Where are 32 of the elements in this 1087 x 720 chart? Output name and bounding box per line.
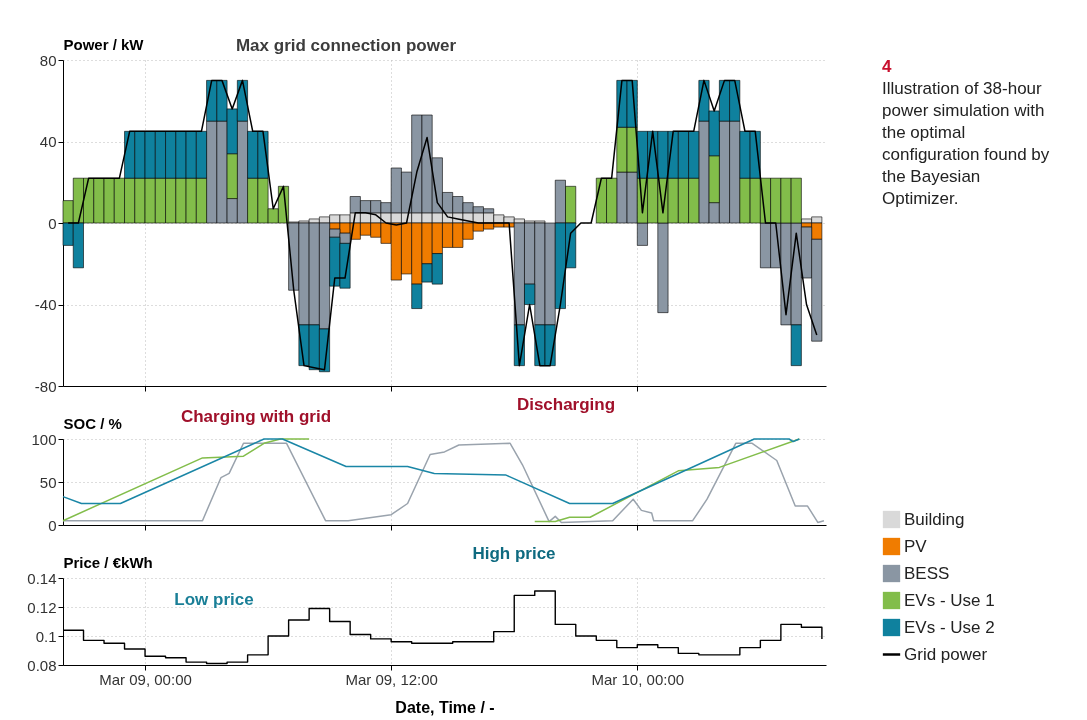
legend-label: BESS [904, 563, 950, 583]
text: Charging with grid [180, 407, 332, 426]
y-tick-label: 40 [39, 133, 57, 150]
legend-label: Grid power [904, 644, 988, 664]
x-tick-label: Mar 09, 00:00 [99, 670, 192, 688]
y-tick-label: 0.1 [35, 627, 57, 645]
y-tick-label: 0 [48, 214, 57, 232]
text: 4 [882, 56, 893, 78]
text: Discharging [516, 395, 616, 414]
y-axis-title: Power / kW [63, 35, 145, 53]
x-tick-label: Mar 10, 00:00 [591, 670, 685, 688]
y-tick-label: 0.12 [27, 598, 57, 616]
y-axis-title: Price / €kWh [63, 553, 153, 571]
x-axis-title: Date, Time / - [395, 698, 495, 716]
y-tick-label: 80 [39, 51, 57, 69]
legend-label: Building [904, 509, 965, 529]
legend-label: EVs - Use 2 [904, 617, 995, 637]
legend-label: PV [904, 536, 928, 556]
y-tick-label: -80 [34, 377, 57, 395]
y-tick-label: 100 [31, 430, 57, 448]
text: Max grid connection power [235, 36, 457, 55]
legend-label: EVs - Use 1 [904, 590, 995, 610]
y-tick-label: 50 [39, 473, 57, 491]
annotation: Low price [174, 590, 254, 609]
y-axis-title: SOC / % [63, 414, 122, 432]
y-tick-label: 0 [48, 516, 57, 534]
x-tick-label: Mar 09, 12:00 [345, 670, 438, 688]
y-tick-label: -40 [34, 296, 57, 313]
y-tick-label: 0.08 [27, 656, 57, 674]
y-tick-label: 0.14 [27, 569, 57, 587]
text: Illustration of 38-hour power simulation with the optimal configuration found by the Bayesian Optimizer. [882, 78, 1051, 210]
text: High price [472, 544, 556, 563]
